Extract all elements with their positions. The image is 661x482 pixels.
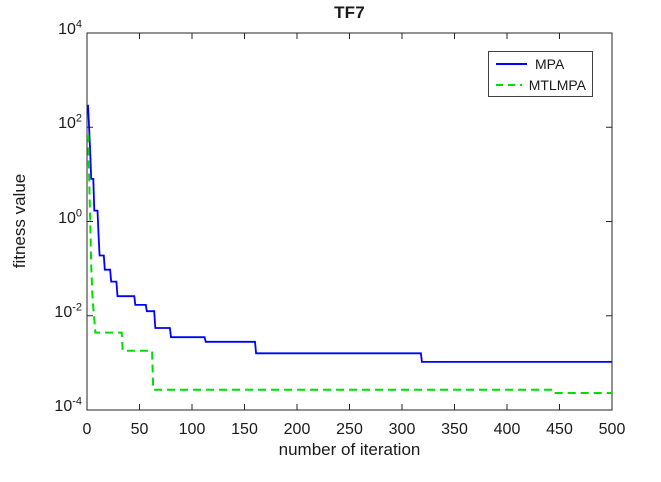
mpa-line <box>87 104 612 363</box>
legend-label-mtlmpa: MTLMPA <box>528 76 586 93</box>
y-tick-label: 10-4 <box>28 395 82 416</box>
legend-row-mtlmpa: MTLMPA <box>495 76 586 94</box>
x-tick-label: 0 <box>82 421 92 438</box>
x-tick-label: 250 <box>336 421 363 438</box>
y-tick-base: 10 <box>58 21 76 38</box>
y-tick-base: 10 <box>54 398 73 415</box>
y-tick-label: 10-2 <box>28 301 82 322</box>
x-tick-label: 400 <box>493 421 521 438</box>
y-tick-base: 10 <box>54 303 73 321</box>
x-tick-label: 50 <box>130 421 149 438</box>
y-tick-exponent: -4 <box>72 395 82 408</box>
mtlmpa-line-sample <box>496 83 522 86</box>
x-tick-label: 350 <box>441 421 468 438</box>
x-tick-label: 150 <box>231 421 258 438</box>
legend-row-mpa: MPA <box>495 55 586 73</box>
mtlmpa-line <box>87 134 612 394</box>
y-axis-label: fitness value <box>10 173 29 269</box>
y-tick-label: 102 <box>28 112 82 133</box>
x-tick-label: 450 <box>546 421 573 438</box>
x-tick-label: 300 <box>388 421 416 438</box>
y-tick-label: 104 <box>28 18 82 39</box>
mpa-line-sample <box>496 62 527 65</box>
legend: MPA MTLMPA <box>488 51 593 97</box>
x-axis-label: number of iteration <box>278 440 421 459</box>
chart-title: TF7 <box>334 3 365 22</box>
y-tick-exponent: 2 <box>75 112 82 125</box>
legend-label-mpa: MPA <box>535 55 565 72</box>
tick-marks <box>86 32 613 411</box>
y-tick-base: 10 <box>58 115 76 133</box>
x-tick-label: 200 <box>283 421 311 438</box>
y-tick-base: 10 <box>58 209 76 227</box>
y-tick-label: 100 <box>28 207 82 228</box>
y-tick-exponent: 0 <box>75 207 82 220</box>
x-tick-label: 100 <box>178 421 206 438</box>
x-tick-label: 500 <box>598 421 626 438</box>
y-tick-exponent: -2 <box>72 301 82 314</box>
y-tick-exponent: 4 <box>75 18 82 31</box>
